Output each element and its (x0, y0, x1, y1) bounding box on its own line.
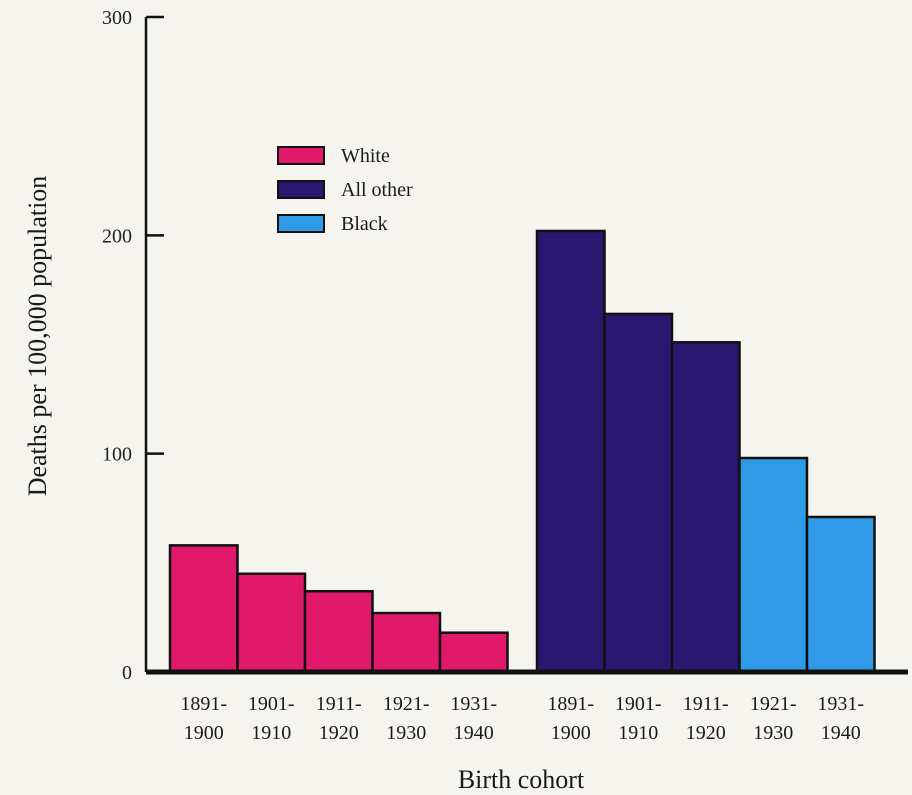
legend-label: White (341, 145, 390, 167)
bar-white (303, 589, 374, 674)
bar-black (805, 515, 876, 674)
x-tick-label-start: 1891- (180, 693, 227, 715)
x-tick-label-end: 1900 (551, 722, 591, 744)
legend-label: All other (341, 179, 413, 201)
x-tick-label-end: 1940 (454, 722, 494, 744)
bar-white (438, 631, 509, 674)
y-tick-label: 200 (102, 225, 132, 247)
y-tick-label: 300 (102, 7, 132, 29)
legend-label: Black (341, 213, 388, 235)
x-tick-label-start: 1911- (683, 693, 729, 715)
y-tick-label: 0 (122, 662, 132, 684)
x-tick-label-end: 1940 (821, 722, 861, 744)
x-tick-label-end: 1930 (753, 722, 793, 744)
bar-white (371, 611, 442, 674)
bar-white (236, 572, 307, 674)
x-tick-label-start: 1911- (316, 693, 362, 715)
legend-swatch (277, 214, 325, 233)
bar-all-other (670, 341, 741, 674)
y-axis-title: Deaths per 100,000 population (23, 176, 52, 497)
x-tick-labels: 1891- 1900 1901- 1910 1911- 1920 1921- 1930 1931… (180, 693, 864, 744)
y-ticks: 0 100 200 300 (102, 7, 164, 684)
x-tick-label-end: 1920 (319, 722, 359, 744)
x-tick-label-start: 1891- (547, 693, 594, 715)
legend-swatch (277, 180, 325, 199)
x-tick-label-end: 1900 (184, 722, 224, 744)
x-tick-label-end: 1910 (251, 722, 291, 744)
x-tick-label-start: 1931- (450, 693, 497, 715)
bar-all-other (535, 229, 606, 674)
x-axis-title: Birth cohort (458, 765, 585, 794)
bar-white (168, 544, 239, 674)
x-tick-label-start: 1901- (615, 693, 662, 715)
x-tick-label-start: 1921- (750, 693, 797, 715)
x-tick-label-end: 1930 (386, 722, 426, 744)
bars-layer (168, 229, 876, 674)
axes-layer (144, 17, 908, 675)
y-tick-label: 100 (102, 444, 132, 466)
bar-black (738, 456, 809, 674)
bar-all-other (603, 312, 674, 674)
legend: White All other Black (277, 145, 413, 235)
x-tick-label-end: 1920 (686, 722, 726, 744)
x-tick-label-start: 1901- (248, 693, 295, 715)
legend-swatch (277, 146, 325, 165)
x-tick-label-start: 1931- (817, 693, 864, 715)
x-tick-label-end: 1910 (618, 722, 658, 744)
x-tick-label-start: 1921- (383, 693, 430, 715)
